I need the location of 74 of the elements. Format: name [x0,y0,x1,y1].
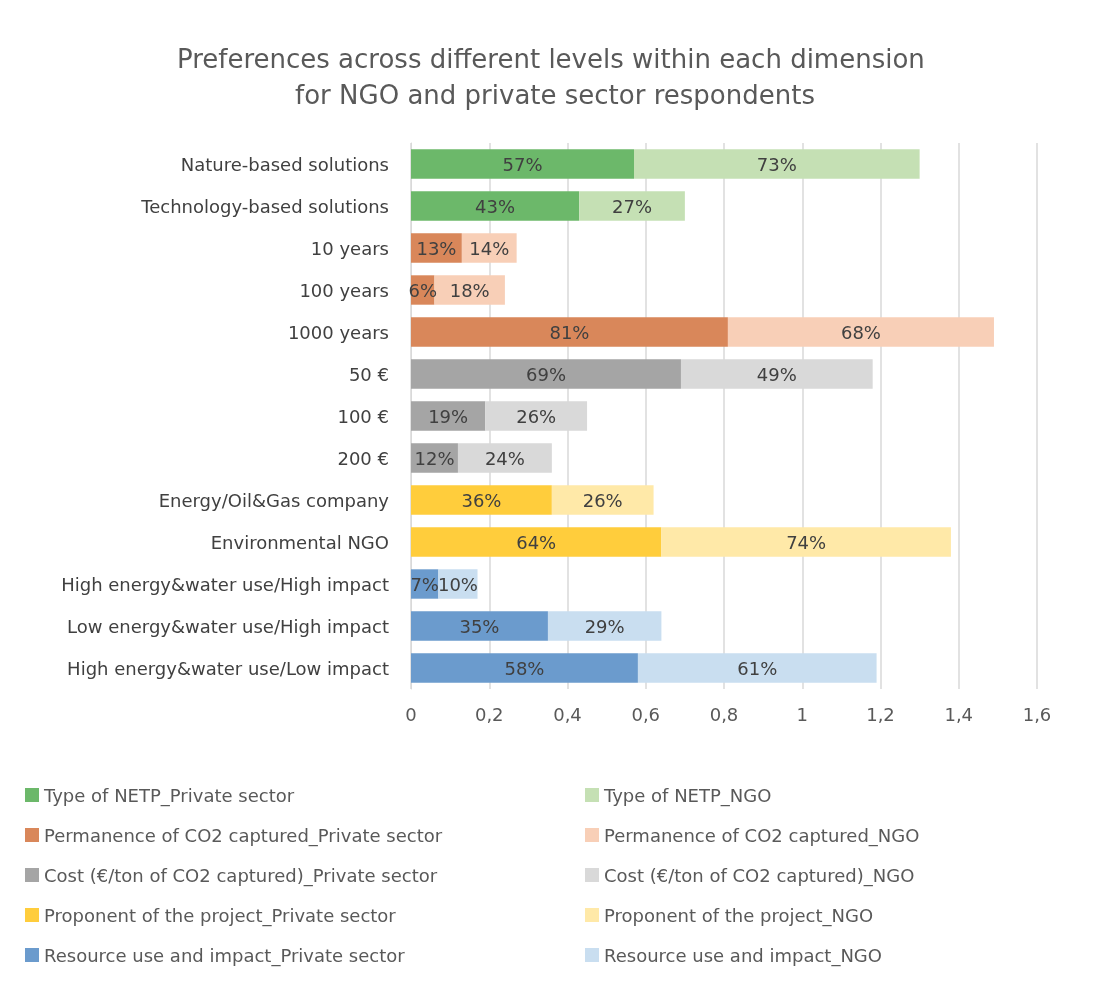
legend-label: Cost (€/ton of CO2 captured)_Private sector [44,864,438,887]
data-label: 58% [504,657,545,679]
y-tick-label: 100 years [299,279,389,301]
bar [579,191,685,221]
y-tick-label: 1000 years [287,321,389,343]
x-tick-label: 1 [796,703,808,725]
bar [411,317,728,347]
bar [411,149,635,179]
data-label: 24% [484,447,525,469]
bar [637,653,877,683]
data-label: 36% [461,489,502,511]
x-tick-label: 0,8 [709,703,739,725]
y-tick-label: High energy&water use/Low impact [67,657,389,679]
x-tick-label: 1,2 [866,703,895,725]
y-tick-label: Environmental NGO [210,531,389,553]
data-label: 26% [516,405,557,427]
chart-title: Preferences across different levels within each dimension for NGO and private sector respondents [176,44,934,110]
bar [411,359,681,389]
legend-label: Cost (€/ton of CO2 captured)_NGO [604,864,915,887]
data-label: 74% [786,531,827,553]
bar [411,527,662,557]
x-tick-label: 0,4 [553,703,582,725]
legend-label: Proponent of the project_Private sector [44,904,397,927]
bar [551,485,654,515]
bar [411,485,552,515]
y-tick-label: High energy&water use/High impact [61,573,389,595]
data-label: 35% [459,615,500,637]
y-tick-label: 100 € [337,405,389,427]
x-tick-label: 1,4 [944,703,974,725]
legend-label: Type of NETP_NGO [603,784,772,807]
data-label: 29% [584,615,625,637]
data-label: 13% [416,237,457,259]
data-label: 69% [525,363,566,385]
legend-label: Resource use and impact_Private sector [44,944,406,967]
bar [727,317,994,347]
data-label: 64% [516,531,557,553]
data-label: 68% [840,321,881,343]
data-label: 61% [737,657,778,679]
data-label: 43% [475,195,516,217]
y-tick-label: Technology-based solutions [140,195,389,217]
bar [411,401,486,431]
data-label: 7% [410,573,439,595]
legend-label: Proponent of the project_NGO [604,904,874,927]
data-label: 73% [756,153,797,175]
bar [661,527,951,557]
y-tick-label: 50 € [348,363,389,385]
data-label: 10% [437,573,478,595]
y-tick-label: Energy/Oil&Gas company [158,489,390,511]
bar [411,611,548,641]
data-label: 12% [414,447,455,469]
legend-label: Type of NETP_Private sector [43,784,295,807]
x-tick-label: 0,6 [631,703,661,725]
data-label: 81% [549,321,590,343]
bar [411,191,580,221]
bar [411,653,638,683]
legend-label: Resource use and impact_NGO [604,944,882,967]
data-label: 18% [449,279,490,301]
x-tick-label: 0 [405,703,417,725]
y-tick-label: 10 years [310,237,389,259]
bar [547,611,662,641]
data-label: 49% [756,363,797,385]
legend-label: Permanence of CO2 captured_Private sector [44,824,443,847]
y-tick-label: 200 € [337,447,389,469]
data-label: 14% [469,237,510,259]
data-label: 57% [502,153,543,175]
data-label: 19% [428,405,469,427]
x-tick-label: 1,6 [1022,703,1052,725]
bar [634,149,920,179]
y-tick-label: Low energy&water use/High impact [67,615,389,637]
data-label: 27% [612,195,653,217]
legend-label: Permanence of CO2 captured_NGO [604,824,920,847]
data-label: 26% [582,489,623,511]
y-tick-label: Nature-based solutions [180,153,389,175]
x-tick-label: 0,2 [474,703,504,725]
